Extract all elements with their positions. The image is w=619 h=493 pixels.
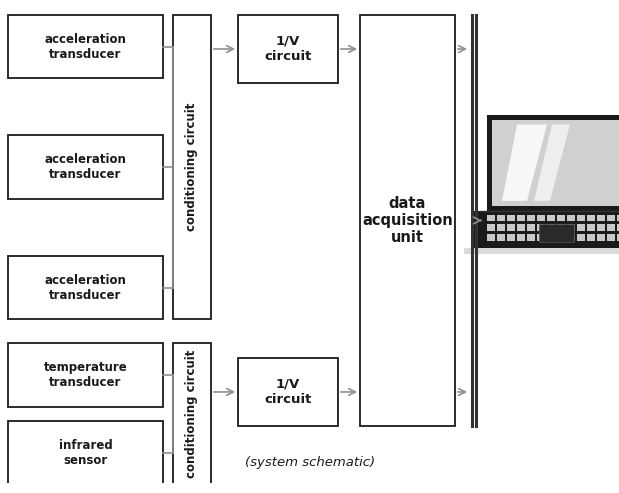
Text: acceleration
transducer: acceleration transducer	[45, 153, 126, 181]
Bar	[617, 234, 619, 241]
Bar	[527, 214, 535, 221]
Bar	[567, 234, 575, 241]
Bar	[567, 224, 575, 231]
Bar	[8, 343, 163, 407]
Bar	[492, 119, 619, 206]
Bar	[567, 214, 575, 221]
Bar	[547, 224, 555, 231]
Bar	[517, 214, 525, 221]
Bar	[507, 234, 515, 241]
Bar	[487, 234, 495, 241]
Bar	[8, 256, 163, 319]
Bar	[577, 224, 585, 231]
Bar	[617, 224, 619, 231]
Bar	[537, 234, 545, 241]
Bar	[487, 224, 495, 231]
Bar	[587, 234, 595, 241]
Bar	[8, 422, 163, 485]
Bar	[517, 224, 525, 231]
Bar	[464, 248, 619, 254]
Bar	[607, 224, 615, 231]
Bar	[577, 214, 585, 221]
Text: infrared
sensor: infrared sensor	[59, 439, 113, 467]
Bar	[517, 234, 525, 241]
Bar	[597, 214, 605, 221]
Bar	[238, 15, 338, 83]
Polygon shape	[502, 124, 547, 201]
Bar	[527, 224, 535, 231]
Bar	[597, 234, 605, 241]
Bar	[8, 135, 163, 199]
Bar	[557, 224, 565, 231]
Bar	[540, 224, 574, 242]
Bar	[497, 224, 505, 231]
Bar	[497, 234, 505, 241]
Bar	[173, 343, 211, 485]
Bar	[527, 234, 535, 241]
Bar	[507, 214, 515, 221]
Text: (system schematic): (system schematic)	[245, 456, 375, 469]
Text: conditioning circuit: conditioning circuit	[186, 350, 199, 478]
Bar	[547, 214, 555, 221]
Text: 1/V
circuit: 1/V circuit	[264, 378, 312, 406]
Bar	[8, 15, 163, 78]
Bar	[487, 115, 619, 211]
Bar	[597, 224, 605, 231]
Polygon shape	[534, 124, 570, 201]
Bar	[547, 234, 555, 241]
Bar	[557, 234, 565, 241]
Bar	[587, 214, 595, 221]
Bar	[607, 234, 615, 241]
Bar	[360, 15, 455, 426]
Bar	[557, 214, 565, 221]
Bar	[507, 224, 515, 231]
Bar	[587, 224, 595, 231]
Bar	[577, 234, 585, 241]
Bar	[475, 211, 619, 248]
Bar	[607, 214, 615, 221]
Bar	[487, 214, 495, 221]
Text: acceleration
transducer: acceleration transducer	[45, 274, 126, 302]
Bar	[537, 214, 545, 221]
Text: data
acquisition
unit: data acquisition unit	[362, 196, 453, 246]
Bar	[238, 357, 338, 426]
Text: acceleration
transducer: acceleration transducer	[45, 33, 126, 61]
Bar	[617, 214, 619, 221]
Bar	[497, 214, 505, 221]
Bar	[173, 15, 211, 319]
Text: 1/V
circuit: 1/V circuit	[264, 35, 312, 63]
Bar	[537, 224, 545, 231]
Text: temperature
transducer: temperature transducer	[43, 361, 128, 389]
Text: conditioning circuit: conditioning circuit	[186, 103, 199, 231]
